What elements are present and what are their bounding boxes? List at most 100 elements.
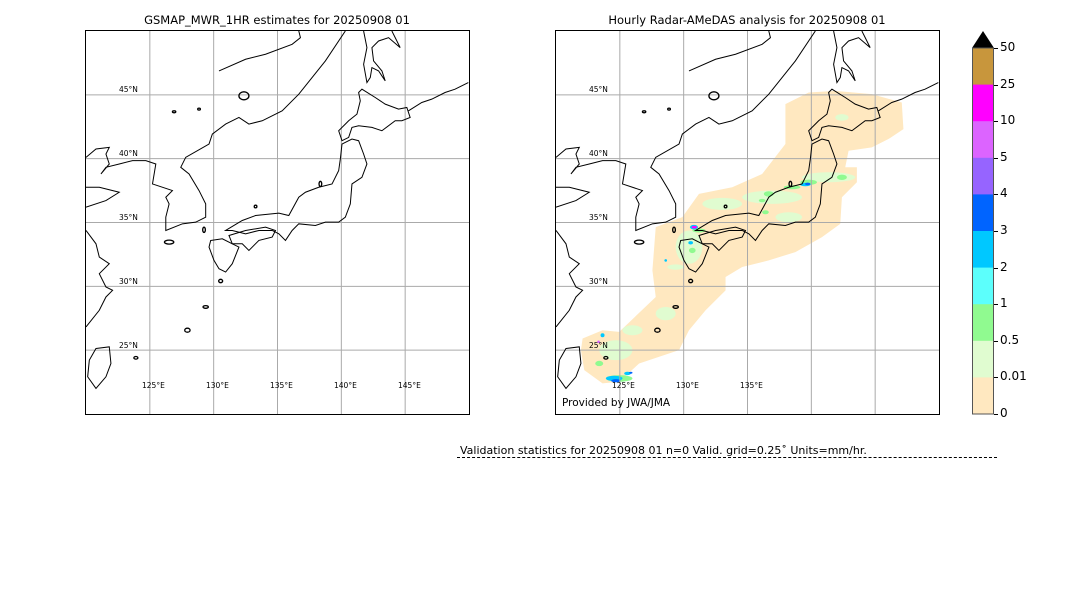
precip-patch-moderate: [763, 191, 774, 197]
precip-patch-heavy: [664, 259, 668, 262]
precip-patch-moderate: [783, 185, 801, 190]
colorbar-tick-mark: [994, 121, 998, 123]
island-coastline: [633, 239, 645, 245]
shikoku-coastline: [228, 226, 277, 252]
precip-patch-light: [775, 212, 803, 223]
colorbar-segment: [972, 157, 994, 195]
precip-patch-intense: [805, 182, 811, 186]
latitude-label: 45°N: [589, 85, 608, 94]
colorbar-tick-label: 0.5: [1000, 332, 1020, 347]
island-coastline: [654, 327, 661, 333]
colorbar-segment: [972, 194, 994, 232]
latitude-label: 25°N: [119, 341, 138, 350]
right-map-title: Hourly Radar-AMeDAS analysis for 2025090…: [608, 13, 886, 27]
colorbar-tick-mark: [994, 194, 998, 196]
island-coastline: [163, 239, 175, 245]
precip-patch-moderate: [758, 198, 766, 203]
amur-coastline: [688, 31, 772, 72]
island-coastline: [641, 110, 647, 114]
island-coastline: [687, 278, 694, 284]
colorbar-segment: [972, 231, 994, 269]
longitude-label: 125°E: [142, 381, 165, 390]
china_east-coastline: [556, 230, 584, 328]
dashed-divider: [457, 457, 997, 458]
validation-statistics: Validation statistics for 20250908 01 n=…: [460, 444, 867, 457]
china_east-coastline: [86, 230, 114, 328]
colorbar-tick-label: 25: [1000, 76, 1016, 91]
precip-colorbar: [972, 31, 994, 415]
honshu-coastline: [693, 138, 838, 242]
data-credit: Provided by JWA/JMA: [562, 397, 671, 409]
island-coastline: [238, 91, 250, 101]
colorbar-tick-mark: [994, 231, 998, 232]
kyushu-coastline: [678, 238, 710, 273]
island-coastline: [603, 355, 609, 360]
precip-patch-heavy: [688, 241, 693, 245]
kurils-coastline: [408, 82, 469, 112]
left-map-title: GSMAP_MWR_1HR estimates for 20250908 01: [144, 13, 410, 27]
colorbar-segment: [972, 48, 994, 86]
colorbar-tick-label: 3: [1000, 223, 1008, 237]
colorbar-segment: [972, 84, 994, 122]
colorbar-tick-label: 0.01: [1000, 369, 1027, 384]
kyushu-coastline: [208, 238, 240, 273]
taiwan-coastline: [87, 346, 112, 390]
colorbar-tick-mark: [994, 48, 998, 49]
colorbar-tick-mark: [994, 414, 998, 415]
hokkaido-coastline: [338, 88, 411, 142]
longitude-label: 125°E: [612, 381, 635, 390]
colorbar-tick-label: 4: [1000, 186, 1008, 201]
precip-patch-extreme: [691, 225, 697, 229]
island-coastline: [318, 180, 323, 188]
precip-patch-light: [835, 114, 849, 121]
precip-patch-light: [675, 230, 703, 264]
island-coastline: [133, 355, 139, 360]
colorbar-segment: [972, 121, 994, 159]
colorbar-tick-mark: [994, 84, 998, 86]
precip-patch-heavy: [600, 333, 605, 338]
latitude-label: 30°N: [589, 277, 608, 286]
amur-coastline: [218, 31, 302, 72]
island-coastline: [788, 180, 793, 188]
island-coastline: [202, 226, 207, 234]
colorbar-tick-mark: [994, 267, 998, 269]
longitude-label: 130°E: [206, 381, 229, 390]
longitude-label: 145°E: [398, 381, 421, 390]
colorbar-extend-arrow: [972, 31, 994, 48]
shikoku-coastline: [698, 226, 747, 252]
colorbar-tick-label: 2: [1000, 259, 1008, 274]
island-coastline: [184, 327, 191, 333]
precip-patch-moderate: [762, 210, 769, 215]
gsmap-map-canvas: [86, 31, 469, 414]
colorbar-segment: [972, 340, 994, 378]
hokkaido-coastline: [808, 88, 881, 142]
island-coastline: [672, 226, 677, 234]
precip-patch-light: [655, 306, 676, 321]
gsmap-map: 45°N 40°N 35°N 30°N 25°N 125°E 130°E 135°E 140°E…: [85, 30, 470, 415]
radar-map-canvas: [556, 31, 939, 414]
latitude-label: 25°N: [589, 341, 608, 350]
colorbar-tick-label: 50: [1000, 40, 1016, 54]
island-coastline: [171, 110, 177, 114]
latitude-label: 30°N: [119, 277, 138, 286]
colorbar-frame: [972, 47, 994, 415]
precip-patch-heavy: [624, 371, 631, 376]
colorbar-tick-mark: [994, 304, 998, 306]
colorbar-segment: [972, 267, 994, 305]
colorbar-tick-label: 10: [1000, 113, 1016, 128]
latitude-label: 35°N: [589, 213, 608, 222]
mainland-coastline: [86, 31, 346, 232]
precip-patch-intense: [611, 379, 621, 383]
colorbar-segment: [972, 377, 994, 415]
latitude-label: 35°N: [119, 213, 138, 222]
radar-amedas-map: Provided by JWA/JMA 45°N 40°N 35°N 30°N 25°N…: [555, 30, 940, 415]
colorbar-tick-label: 0: [1000, 406, 1008, 420]
longitude-label: 135°E: [270, 381, 293, 390]
island-coastline: [708, 91, 720, 101]
china_north-coastline: [556, 186, 591, 208]
honshu-coastline: [223, 138, 368, 242]
precip-patch-extreme: [597, 340, 600, 344]
colorbar-tick-mark: [994, 340, 998, 342]
island-coastline: [667, 107, 672, 111]
island-coastline: [197, 107, 202, 111]
